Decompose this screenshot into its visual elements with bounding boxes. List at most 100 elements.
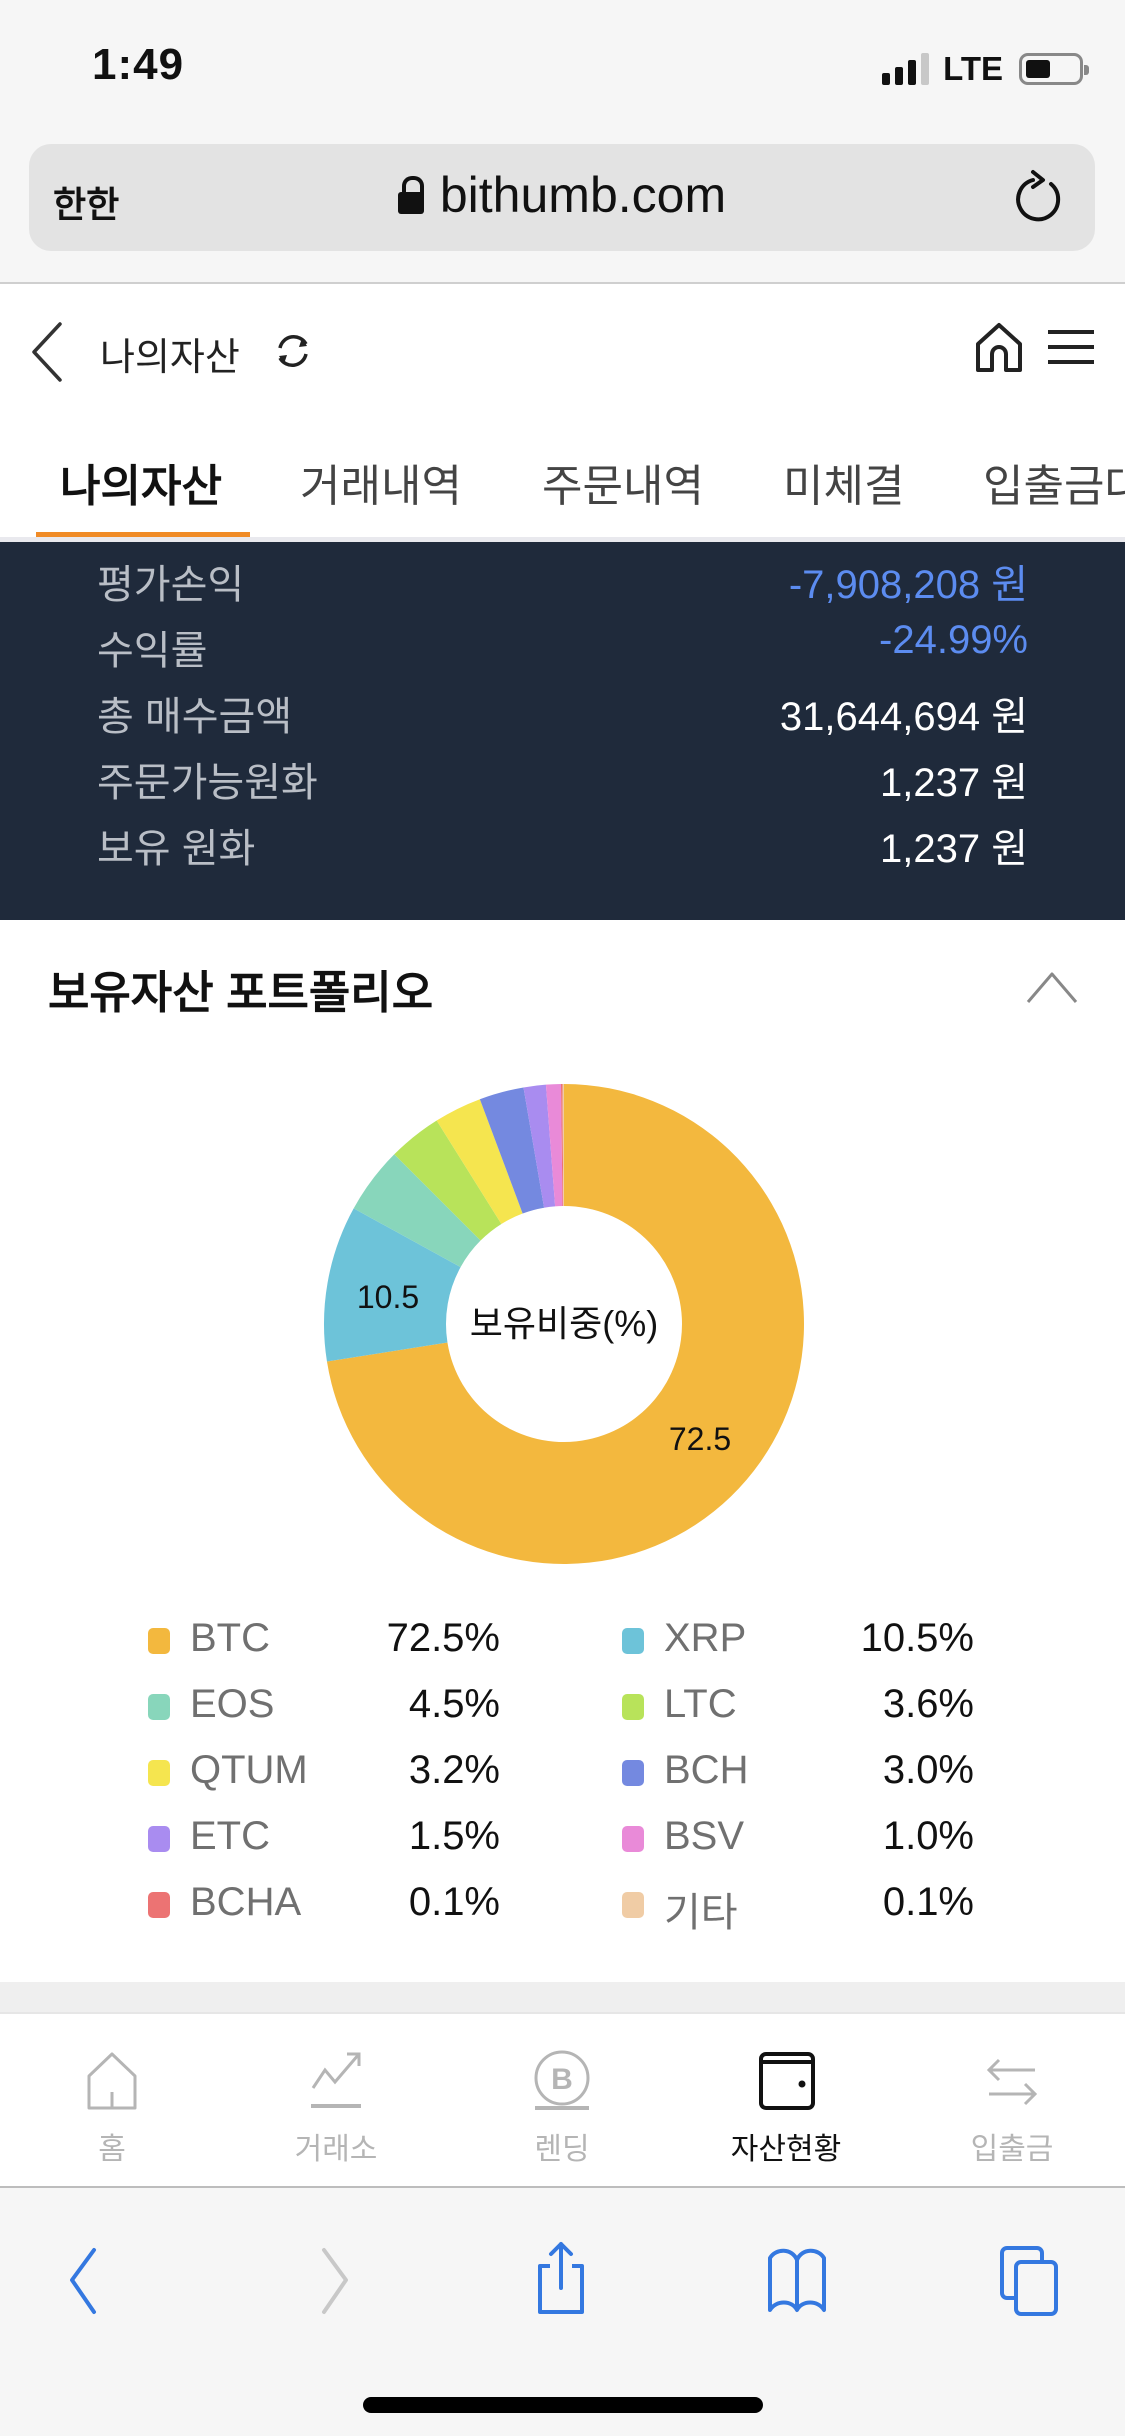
legend-value: 3.6% bbox=[882, 1682, 974, 1726]
hamburger-menu-icon[interactable] bbox=[1047, 326, 1095, 368]
tab-trade-history[interactable]: 거래내역 bbox=[300, 462, 462, 511]
summary-row-return-rate: 수익률 -24.99% bbox=[0, 612, 1125, 678]
bitcoin-coin-icon: B bbox=[534, 2050, 590, 2110]
asset-summary: 평가손익 -7,908,208 원 수익률 -24.99% 총 매수금액 31,… bbox=[0, 542, 1125, 920]
home-icon[interactable] bbox=[972, 320, 1026, 374]
legend-item-BSV: BSV 1.0% bbox=[622, 1810, 974, 1870]
legend-name: XRP bbox=[664, 1616, 747, 1660]
summary-label: 주문가능원화 bbox=[97, 761, 318, 805]
legend-swatch bbox=[148, 1892, 170, 1918]
donut-slice-bsv bbox=[545, 1084, 563, 1207]
legend-value: 4.5% bbox=[408, 1682, 500, 1726]
summary-value: 1,237 원 bbox=[879, 761, 1028, 805]
donut-center-label: 보유비중(%) bbox=[470, 1303, 658, 1344]
share-icon[interactable] bbox=[526, 2240, 596, 2320]
nav-label: 홈 bbox=[98, 2133, 126, 2166]
chevron-left-icon[interactable] bbox=[28, 320, 68, 384]
legend-item-BCH: BCH 3.0% bbox=[622, 1744, 974, 1804]
reload-icon[interactable] bbox=[1011, 168, 1067, 228]
legend-item-기타: 기타 0.1% bbox=[622, 1876, 974, 1936]
tab-bar: 나의자산 거래내역 주문내역 미체결 입출금대 bbox=[0, 410, 1125, 542]
legend-swatch bbox=[148, 1826, 170, 1852]
legend-swatch bbox=[622, 1694, 644, 1720]
nav-home[interactable]: 홈 bbox=[22, 2048, 202, 2168]
url-text[interactable]: bithumb.com bbox=[439, 167, 727, 223]
summary-label: 총 매수금액 bbox=[97, 695, 293, 739]
nav-deposit-withdraw[interactable]: 입출금 bbox=[922, 2048, 1102, 2168]
legend-swatch bbox=[622, 1892, 644, 1918]
address-bar[interactable]: 한한 bithumb.com bbox=[29, 144, 1095, 251]
divider bbox=[0, 282, 1125, 284]
slice-label-xrp: 10.5 bbox=[357, 1279, 419, 1315]
summary-value: -7,908,208 원 bbox=[788, 563, 1028, 607]
text-size-button[interactable]: 한한 bbox=[53, 184, 120, 225]
legend-item-EOS: EOS 4.5% bbox=[148, 1678, 500, 1738]
browser-toolbar bbox=[0, 2186, 1125, 2436]
legend-value: 1.0% bbox=[882, 1814, 974, 1858]
legend-name: BTC bbox=[190, 1616, 270, 1660]
legend-value: 0.1% bbox=[408, 1880, 500, 1924]
nav-label: 입출금 bbox=[970, 2133, 1054, 2166]
legend-swatch bbox=[622, 1628, 644, 1654]
summary-row-pnl: 평가손익 -7,908,208 원 bbox=[0, 546, 1125, 612]
nav-label: 렌딩 bbox=[534, 2133, 590, 2166]
portfolio-title: 보유자산 포트폴리오 bbox=[48, 967, 434, 1018]
battery-icon bbox=[1019, 53, 1089, 85]
donut-slice-btc bbox=[326, 1084, 804, 1564]
summary-value: 31,644,694 원 bbox=[779, 695, 1028, 739]
transfer-arrows-icon bbox=[986, 2058, 1038, 2106]
legend-value: 3.0% bbox=[882, 1748, 974, 1792]
legend-value: 0.1% bbox=[882, 1880, 974, 1924]
tabs-icon[interactable] bbox=[996, 2240, 1066, 2320]
status-time: 1:49 bbox=[92, 40, 185, 89]
forward-icon[interactable] bbox=[294, 2240, 364, 2320]
summary-row-orderable-krw: 주문가능원화 1,237 원 bbox=[0, 744, 1125, 810]
tab-order-history[interactable]: 주문내역 bbox=[542, 462, 704, 511]
refresh-icon[interactable] bbox=[272, 330, 314, 372]
nav-lending[interactable]: B 렌딩 bbox=[472, 2048, 652, 2168]
nav-asset-status[interactable]: 자산현황 bbox=[696, 2048, 876, 2168]
legend-name: BCH bbox=[664, 1748, 749, 1792]
summary-row-total-purchase: 총 매수금액 31,644,694 원 bbox=[0, 678, 1125, 744]
donut-slice-xrp bbox=[324, 1208, 461, 1362]
legend-name: LTC bbox=[664, 1682, 737, 1726]
legend-item-QTUM: QTUM 3.2% bbox=[148, 1744, 500, 1804]
legend-value: 10.5% bbox=[860, 1616, 974, 1660]
legend-swatch bbox=[148, 1760, 170, 1786]
legend-name: EOS bbox=[190, 1682, 275, 1726]
legend-swatch bbox=[148, 1694, 170, 1720]
legend-item-XRP: XRP 10.5% bbox=[622, 1612, 974, 1672]
summary-row-held-krw: 보유 원화 1,237 원 bbox=[0, 810, 1125, 876]
top-nav: 나의자산 bbox=[0, 284, 1125, 410]
app-bottom-nav: 홈 거래소 B 렌딩 자산현황 입출금 bbox=[0, 2012, 1125, 2186]
holdings-donut-chart: 보유비중(%) 72.5 10.5 bbox=[324, 1084, 804, 1564]
legend-item-LTC: LTC 3.6% bbox=[622, 1678, 974, 1738]
donut-slice-bch bbox=[479, 1087, 545, 1214]
tab-unfilled[interactable]: 미체결 bbox=[783, 462, 905, 511]
page-title: 나의자산 bbox=[100, 337, 240, 379]
wallet-icon bbox=[759, 2052, 815, 2110]
legend-item-BCHA: BCHA 0.1% bbox=[148, 1876, 500, 1936]
tab-my-assets[interactable]: 나의자산 bbox=[60, 462, 222, 511]
donut-slice-bcha bbox=[560, 1084, 564, 1207]
back-icon[interactable] bbox=[54, 2240, 124, 2320]
slice-label-btc: 72.5 bbox=[669, 1421, 731, 1457]
page-content: 나의자산 나의자산 거래내역 주문내역 미체결 입출금대 평가손익 -7,908… bbox=[0, 284, 1125, 2018]
url-display[interactable]: bithumb.com bbox=[29, 166, 1095, 224]
tab-deposit-withdraw[interactable]: 입출금대 bbox=[983, 462, 1125, 511]
signal-icon bbox=[882, 53, 930, 85]
home-icon bbox=[87, 2052, 137, 2110]
donut-slice-기타 bbox=[562, 1084, 564, 1207]
nav-exchange[interactable]: 거래소 bbox=[246, 2048, 426, 2168]
network-type: LTE bbox=[943, 50, 1003, 87]
bookmarks-icon[interactable] bbox=[762, 2240, 832, 2320]
summary-label: 평가손익 bbox=[97, 563, 245, 607]
status-bar: 1:49 LTE bbox=[0, 0, 1125, 135]
donut-slice-ltc bbox=[394, 1120, 502, 1241]
legend-value: 1.5% bbox=[408, 1814, 500, 1858]
chevron-up-icon[interactable] bbox=[1026, 970, 1078, 1004]
donut-slice-eos bbox=[353, 1154, 481, 1268]
legend-name: QTUM bbox=[190, 1748, 308, 1792]
nav-label: 거래소 bbox=[294, 2133, 378, 2166]
lock-icon bbox=[397, 176, 424, 214]
